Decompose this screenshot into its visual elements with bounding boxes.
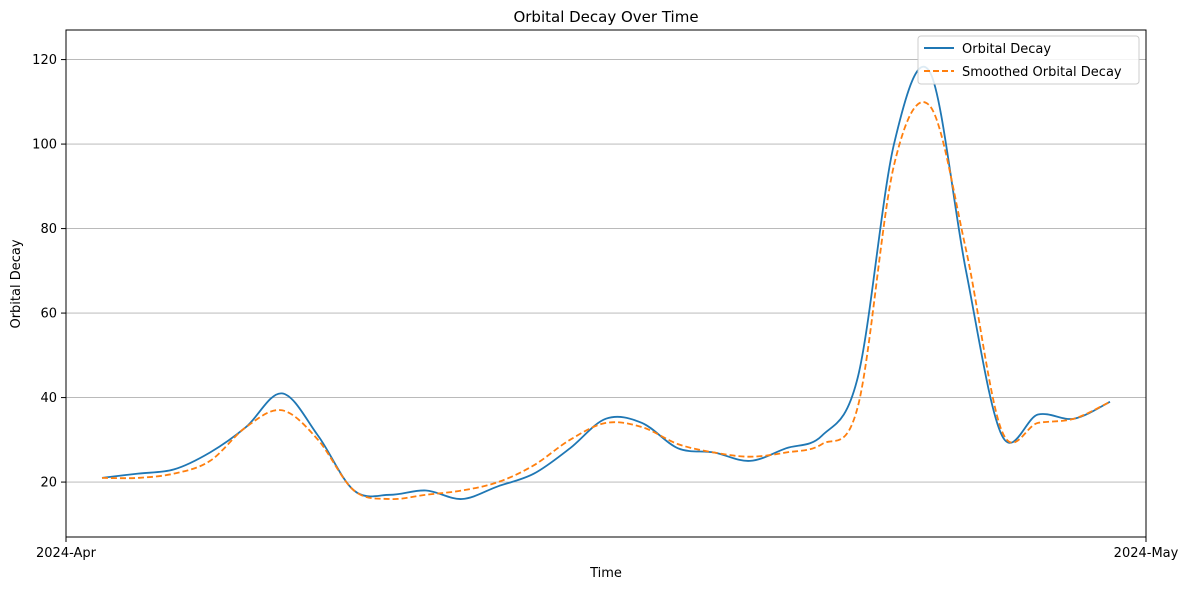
legend-label-orbital-decay: Orbital Decay [962,42,1051,57]
y-tick-label-60: 60 [40,307,57,322]
legend-box [917,35,1140,85]
y-tick-label-100: 100 [32,138,57,153]
chart-title: Orbital Decay Over Time [513,8,698,26]
y-axis-title: Orbital Decay [9,239,24,328]
y-tick-label-40: 40 [40,391,57,406]
y-tick-label-120: 120 [32,53,57,68]
series-line-smoothed-orbital-decay [101,101,1111,500]
y-tick-label-80: 80 [40,222,57,237]
axis-ticks: 20 40 60 80 100 120 2024-Apr 2024-May [32,53,1178,561]
x-tick-label-2024-May: 2024-May [1114,546,1179,561]
series-layer [101,65,1111,500]
plot-area-frame [65,29,1147,538]
x-tick-label-2024-Apr: 2024-Apr [36,546,97,561]
series-line-orbital-decay [101,65,1111,500]
x-axis-title: Time [589,566,622,581]
grid-lines [66,59,1146,483]
legend: Orbital Decay Smoothed Orbital Decay [917,35,1140,85]
legend-label-smoothed-orbital-decay: Smoothed Orbital Decay [962,65,1122,80]
y-tick-label-20: 20 [40,476,57,491]
